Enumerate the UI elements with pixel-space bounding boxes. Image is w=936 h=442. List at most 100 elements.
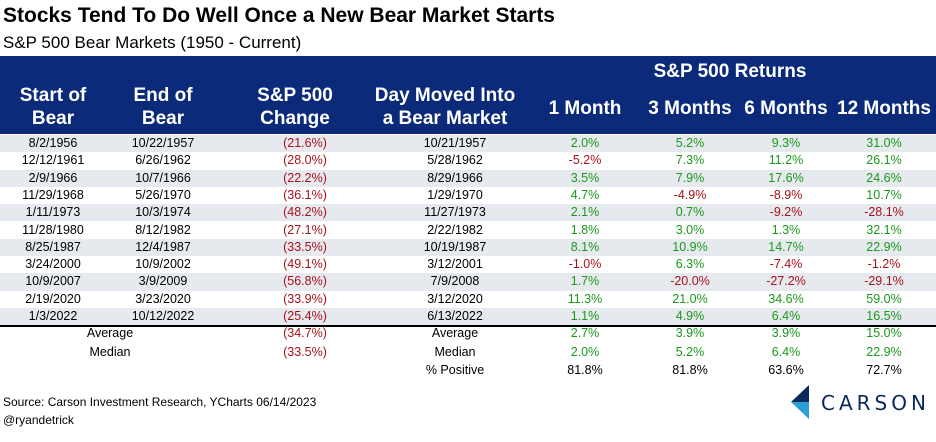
cell-change: (21.6%) <box>283 136 327 150</box>
cell-change: (27.1%) <box>283 222 327 237</box>
cell-m1: 8.1% <box>570 239 600 254</box>
cell-m6: -9.2% <box>769 205 803 220</box>
cell-m12: 32.1% <box>866 222 902 237</box>
cell-end: 3/9/2009 <box>138 274 188 289</box>
cell-m3: 6.3% <box>675 257 705 272</box>
cell-m3: 21.0% <box>672 291 708 306</box>
cell-m6: 11.2% <box>768 153 804 168</box>
table-row: 11/29/1968 5/26/1970 (36.1%) 1/29/1970 4.7% -… <box>0 187 936 204</box>
author-handle: @ryandetrick <box>3 413 74 427</box>
cell-m12: 16.5% <box>866 309 902 323</box>
summary-label-left: Average <box>86 326 134 340</box>
table-header: Start of Bear End of Bear S&P 500 Change… <box>0 56 936 134</box>
table-row: 8/25/1987 12/4/1987 (33.5%) 10/19/1987 8.1% 1… <box>0 238 936 257</box>
summary-m6: 3.9% <box>771 326 801 340</box>
cell-m6: 34.6% <box>768 291 804 306</box>
header-day-moved-into-bear: Day Moved Into a Bear Market <box>374 85 516 129</box>
summary-m12: 72.7% <box>866 363 902 377</box>
cell-start: 2/19/2020 <box>25 291 81 306</box>
header-6-months: 6 Months <box>744 98 828 119</box>
cell-end: 8/12/1982 <box>135 222 191 237</box>
cell-start: 2/9/1966 <box>28 170 78 185</box>
cell-day: 6/13/2022 <box>427 309 483 323</box>
cell-change: (25.4%) <box>283 309 327 323</box>
cell-m1: 1.8% <box>570 222 600 237</box>
table-row: 2/19/2020 3/23/2020 (33.9%) 3/12/2020 11.3% 2… <box>0 291 936 308</box>
summary-m12: 15.0% <box>866 326 902 340</box>
cell-m3: 10.9% <box>672 239 708 254</box>
header-sp500-change: S&P 500 Change <box>257 85 333 129</box>
summary-m1: 2.7% <box>570 326 600 340</box>
cell-m3: 4.9% <box>675 309 705 323</box>
cell-change: (48.2%) <box>283 205 327 220</box>
table-row: 10/9/2007 3/9/2009 (56.8%) 7/9/2008 1.7% -20.… <box>0 273 936 291</box>
cell-change: (33.9%) <box>283 291 327 306</box>
carson-chevron-icon <box>791 385 809 419</box>
cell-m1: 1.1% <box>570 309 600 323</box>
cell-m3: 7.9% <box>675 170 705 185</box>
cell-m6: 14.7% <box>768 239 804 254</box>
cell-m6: 1.3% <box>771 222 801 237</box>
cell-start: 1/11/1973 <box>25 205 81 220</box>
cell-m6: -8.9% <box>769 187 803 202</box>
cell-m6: -7.4% <box>769 257 803 272</box>
cell-m1: 4.7% <box>570 187 600 202</box>
cell-m1: 1.7% <box>570 274 600 289</box>
cell-m12: -28.1% <box>864 205 904 220</box>
cell-m1: -1.0% <box>568 257 602 272</box>
cell-m12: 22.9% <box>866 239 902 254</box>
cell-end: 3/23/2020 <box>135 291 191 306</box>
summary-label-right: % Positive <box>425 363 485 377</box>
cell-day: 10/21/1957 <box>423 136 487 150</box>
cell-end: 10/9/2002 <box>135 257 191 272</box>
summary-row: % Positive 81.8% 81.8% 63.6% 72.7% <box>0 361 936 379</box>
summary-m3: 5.2% <box>675 344 705 359</box>
page-title: Stocks Tend To Do Well Once a New Bear M… <box>3 4 555 27</box>
table-row: 1/11/1973 10/3/1974 (48.2%) 11/27/1973 2.1% 0… <box>0 204 936 222</box>
header-returns-group: S&P 500 Returns <box>653 61 807 82</box>
cell-m6: 6.4% <box>771 309 801 323</box>
summary-m12: 22.9% <box>866 344 902 359</box>
table-row: 2/9/1966 10/7/1966 (22.2%) 8/29/1966 3.5% 7.9… <box>0 169 936 187</box>
cell-m12: 26.1% <box>866 153 902 168</box>
cell-m1: 2.1% <box>570 205 600 220</box>
cell-day: 3/12/2001 <box>427 257 483 272</box>
cell-start: 12/12/1961 <box>21 153 85 168</box>
summary-m3: 3.9% <box>675 326 705 340</box>
summary-m6: 63.6% <box>768 363 804 377</box>
cell-m6: 9.3% <box>771 136 801 150</box>
cell-m1: 11.3% <box>567 291 603 306</box>
cell-start: 1/3/2022 <box>28 309 78 323</box>
cell-day: 10/19/1987 <box>423 239 487 254</box>
cell-change: (22.2%) <box>283 170 327 185</box>
cell-m3: 0.7% <box>675 205 705 220</box>
summary-m1: 2.0% <box>570 344 600 359</box>
cell-day: 5/28/1962 <box>427 153 483 168</box>
cell-m3: -20.0% <box>670 274 710 289</box>
table-row: 12/12/1961 6/26/1962 (28.0%) 5/28/1962 -5.2%… <box>0 152 936 169</box>
header-start-of-bear: Start of Bear <box>19 85 87 129</box>
cell-m6: -27.2% <box>766 274 806 289</box>
header-3-months: 3 Months <box>648 98 732 119</box>
summary-m1: 81.8% <box>567 363 603 377</box>
summary-label-right: Median <box>434 344 476 359</box>
summary-row: Average (34.7%) Average 2.7% 3.9% 3.9% 15.0% <box>0 324 936 342</box>
cell-m3: -4.9% <box>673 187 707 202</box>
summary-row: Median (33.5%) Median 2.0% 5.2% 6.4% 22.9% <box>0 343 936 361</box>
summary-change: (33.5%) <box>283 344 327 359</box>
cell-start: 11/28/1980 <box>22 222 84 237</box>
cell-m1: 2.0% <box>570 136 600 150</box>
cell-day: 3/12/2020 <box>427 291 483 306</box>
cell-m3: 7.3% <box>675 153 705 168</box>
table-row: 1/3/2022 10/12/2022 (25.4%) 6/13/2022 1.1% 4.… <box>0 308 936 326</box>
table-divider <box>0 325 936 327</box>
cell-change: (28.0%) <box>283 153 327 168</box>
cell-m1: -5.2% <box>568 153 602 168</box>
cell-start: 8/2/1956 <box>28 136 78 150</box>
cell-m12: -1.2% <box>867 257 901 272</box>
table-row: 11/28/1980 8/12/1982 (27.1%) 2/22/1982 1.8% 3… <box>0 222 936 239</box>
cell-start: 8/25/1987 <box>25 239 81 254</box>
cell-end: 5/26/1970 <box>135 187 191 202</box>
cell-start: 3/24/2000 <box>25 257 81 272</box>
cell-change: (56.8%) <box>283 274 327 289</box>
